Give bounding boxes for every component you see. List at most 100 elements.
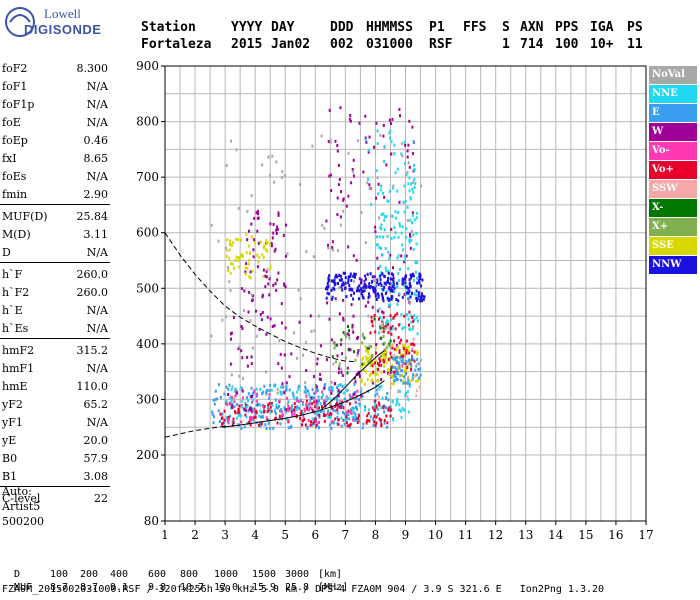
data-point — [400, 254, 403, 258]
data-point — [390, 140, 393, 144]
data-point — [392, 316, 395, 320]
data-point — [234, 259, 237, 262]
data-point — [417, 294, 420, 298]
data-point — [342, 271, 345, 275]
data-point — [275, 228, 278, 232]
x-tick-label: 7 — [342, 528, 350, 542]
data-point — [256, 399, 259, 403]
data-point — [407, 410, 410, 414]
data-point — [278, 414, 281, 418]
data-point — [280, 302, 283, 306]
data-point — [327, 276, 330, 280]
data-point — [408, 281, 411, 285]
data-point — [248, 244, 251, 248]
data-point — [393, 226, 396, 229]
data-point — [386, 234, 389, 238]
data-point — [392, 382, 395, 386]
data-point — [276, 225, 278, 229]
data-point — [376, 176, 379, 180]
legend-item: X- — [649, 199, 697, 217]
data-point — [280, 410, 283, 414]
data-point — [402, 248, 404, 252]
data-point — [323, 414, 325, 417]
data-point — [343, 418, 346, 422]
data-point — [349, 119, 352, 123]
data-point — [354, 380, 357, 384]
data-point — [258, 327, 261, 331]
data-point — [373, 275, 376, 279]
data-point — [382, 311, 385, 315]
data-point — [388, 344, 391, 348]
data-point — [267, 403, 270, 407]
header-value: 100 — [555, 37, 579, 52]
data-point — [408, 384, 411, 388]
data-point — [298, 384, 301, 388]
data-point — [379, 264, 382, 268]
data-point — [322, 393, 324, 397]
data-point — [258, 423, 261, 427]
data-point — [325, 287, 327, 291]
data-point — [266, 388, 268, 392]
data-point — [375, 121, 378, 125]
data-point — [411, 291, 413, 295]
data-point — [330, 279, 333, 283]
param-value: N/A — [86, 80, 108, 93]
data-point — [406, 362, 409, 366]
data-point — [341, 374, 344, 377]
data-point — [379, 324, 381, 328]
data-point — [362, 170, 365, 174]
param-row: hmF2 315.2 — [2, 344, 108, 362]
data-point — [342, 281, 345, 285]
data-point — [332, 362, 335, 366]
data-point — [330, 380, 333, 384]
data-point — [309, 395, 312, 399]
data-point — [212, 421, 215, 425]
data-point — [268, 393, 271, 397]
data-point — [390, 297, 393, 301]
data-point — [374, 330, 377, 334]
data-point — [336, 390, 339, 394]
data-point — [265, 275, 268, 279]
data-point — [247, 392, 250, 396]
data-point — [338, 400, 341, 404]
data-point — [376, 292, 379, 296]
data-point — [341, 352, 344, 356]
data-point — [388, 189, 391, 193]
data-point — [330, 297, 333, 301]
data-point — [407, 161, 410, 165]
param-name: h`F — [2, 268, 23, 281]
data-point — [376, 235, 378, 239]
x-tick-label: 3 — [221, 528, 229, 542]
data-point — [364, 241, 367, 244]
data-point — [406, 395, 409, 399]
data-point — [369, 415, 372, 419]
data-point — [296, 396, 299, 400]
data-point — [252, 418, 255, 422]
data-point — [347, 151, 350, 155]
data-point — [273, 249, 276, 253]
data-point — [329, 389, 332, 393]
data-point — [328, 388, 331, 391]
data-point — [406, 149, 409, 153]
data-point — [343, 391, 345, 395]
data-point — [355, 418, 358, 422]
data-point — [261, 295, 264, 299]
data-point — [315, 385, 318, 389]
data-point — [329, 414, 332, 418]
data-point — [337, 388, 340, 392]
data-point — [363, 336, 366, 340]
data-point — [374, 413, 377, 417]
data-point — [329, 173, 332, 177]
data-point — [285, 385, 288, 389]
param-name: hmF1 — [2, 362, 35, 375]
data-point — [346, 400, 349, 403]
data-point — [380, 363, 383, 367]
data-point — [350, 396, 352, 400]
data-point — [408, 278, 411, 282]
param-name: foEs — [2, 170, 27, 183]
data-point — [269, 267, 272, 271]
data-point — [226, 249, 229, 252]
data-point — [401, 282, 404, 286]
data-point — [321, 223, 324, 227]
data-point — [380, 247, 383, 250]
